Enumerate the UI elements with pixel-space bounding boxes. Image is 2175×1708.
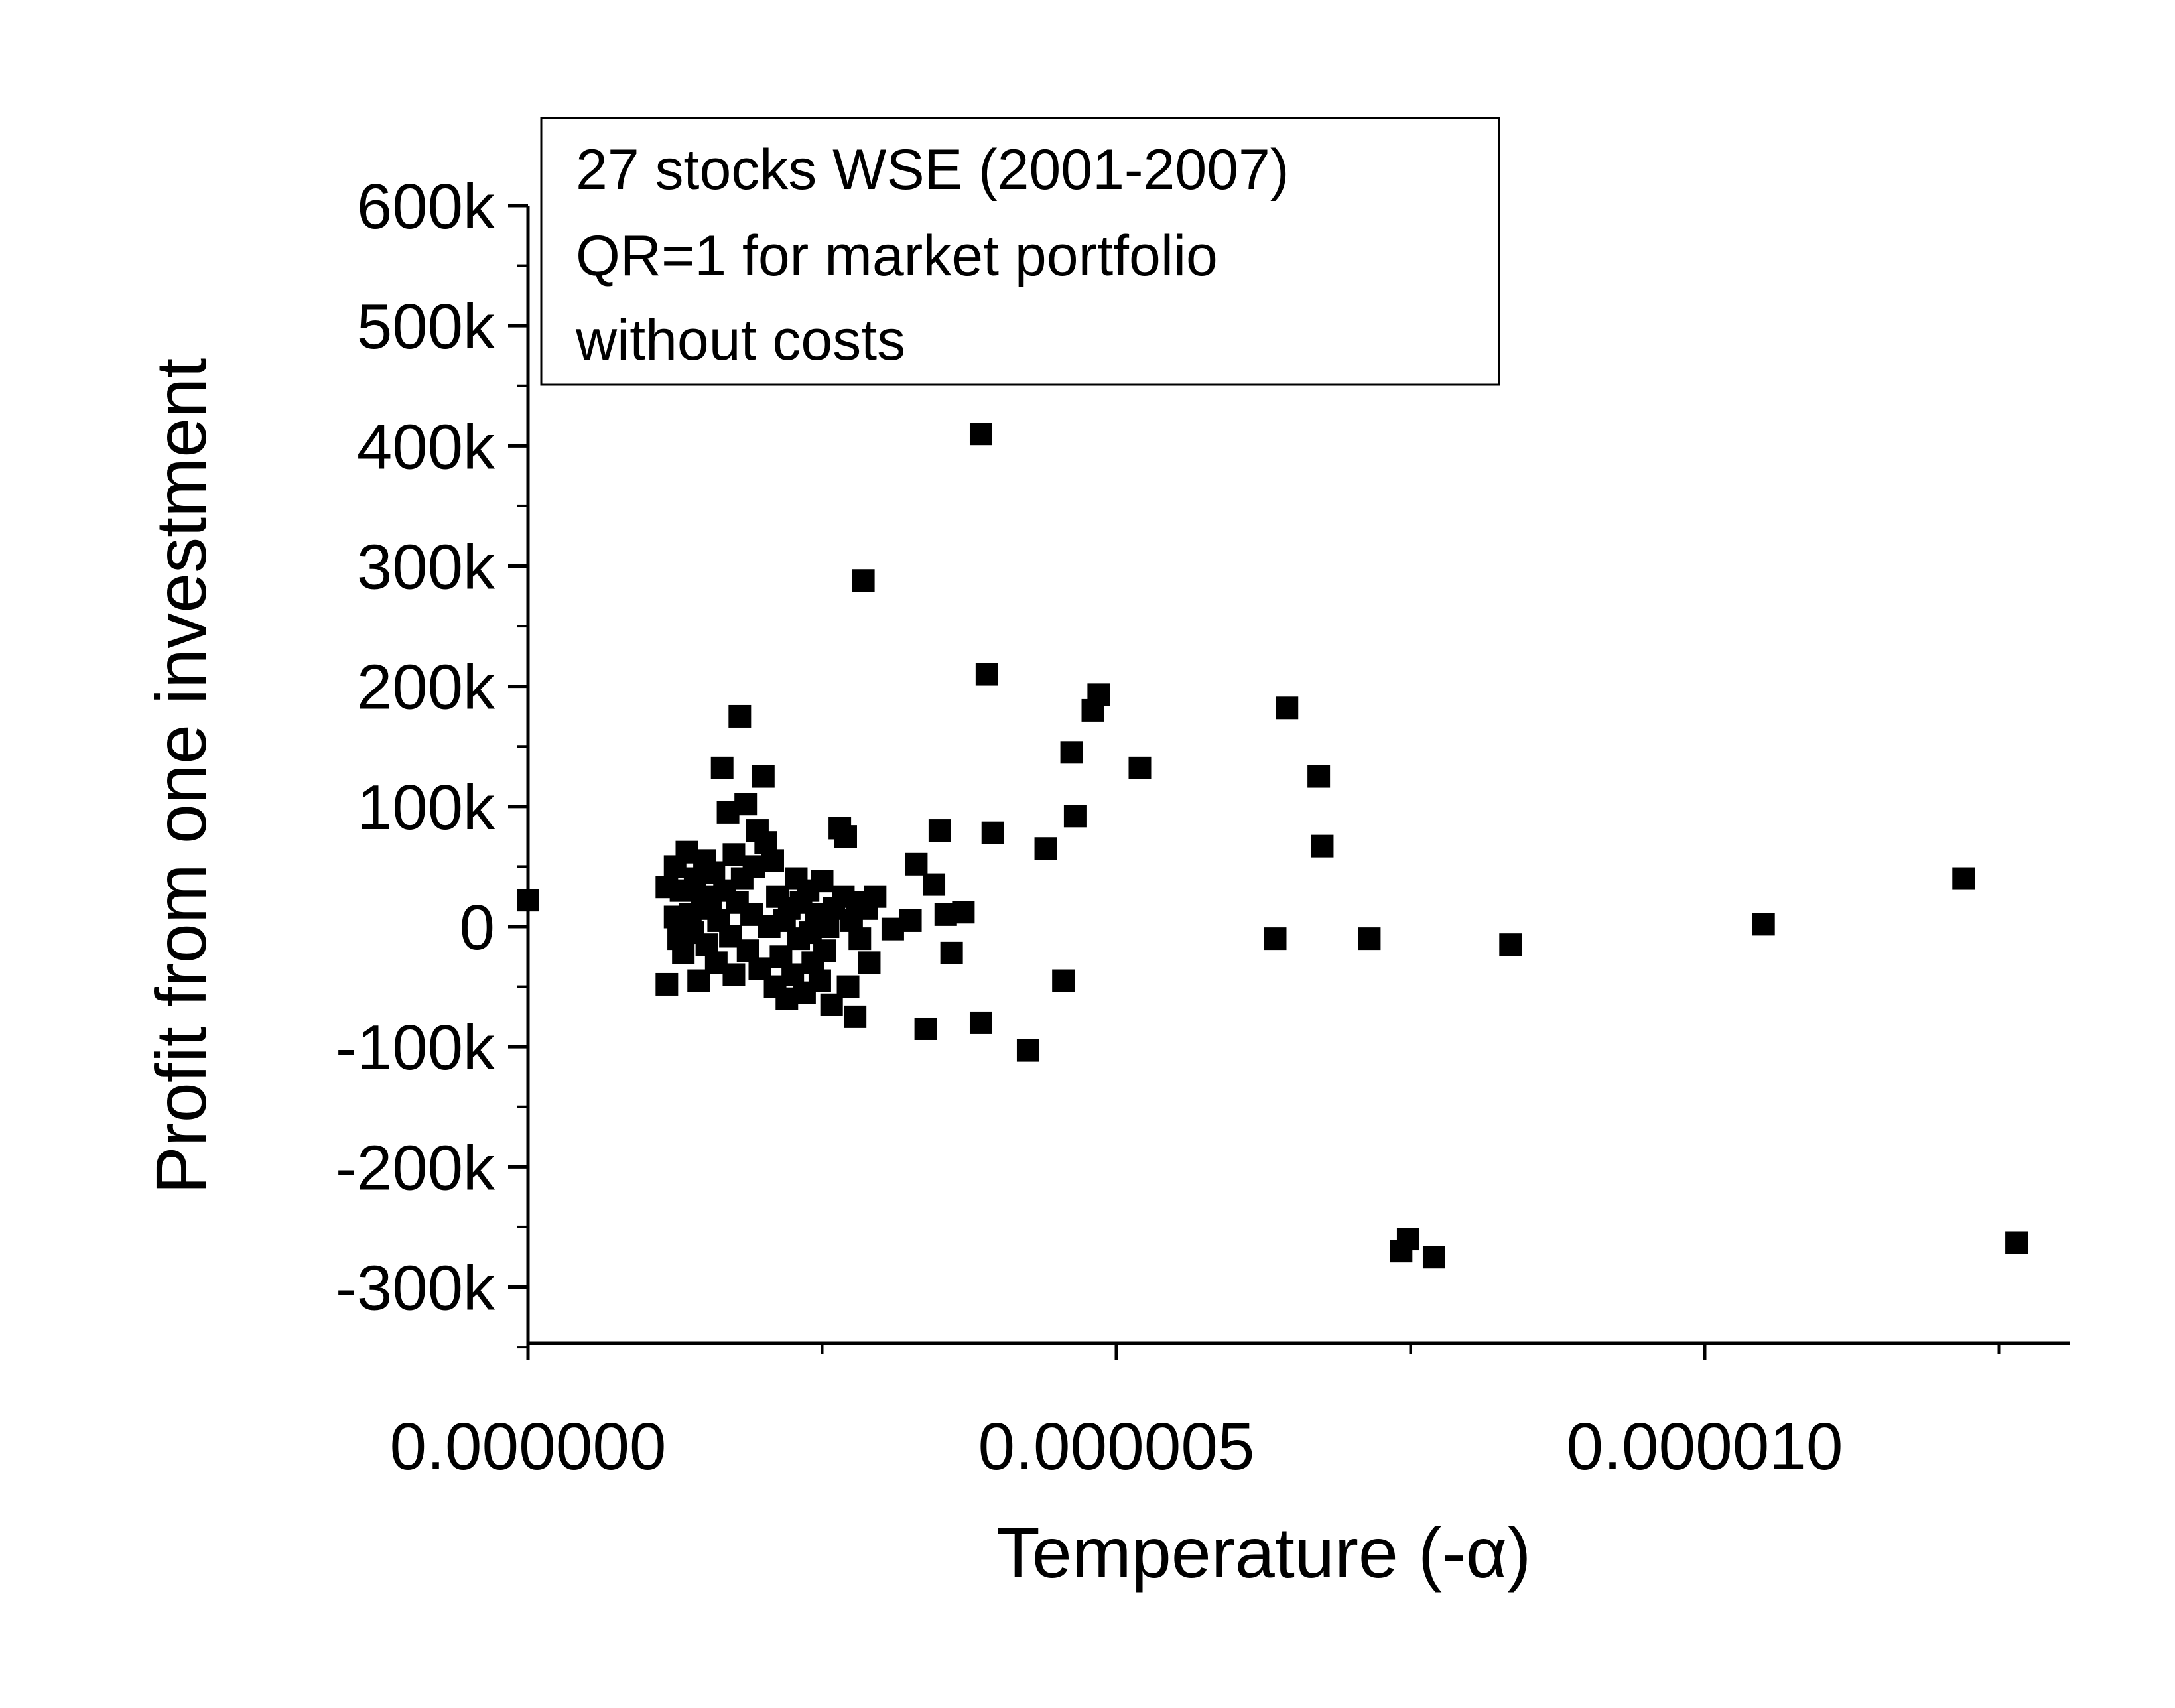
y-axis-title: Profit from one investment: [141, 358, 221, 1195]
data-point: [1063, 805, 1087, 828]
legend-line-2: QR=1 for market portfolio: [576, 224, 1218, 288]
data-point: [1276, 696, 1299, 720]
data-point: [1128, 756, 1152, 779]
y-tick-label: -200k: [336, 1132, 495, 1203]
data-point: [844, 1005, 867, 1028]
y-tick-label: 600k: [357, 171, 495, 242]
data-point: [864, 885, 887, 908]
legend-line-3: without costs: [575, 308, 905, 372]
x-axis-title: Temperature (-α): [996, 1512, 1532, 1593]
data-point: [940, 941, 963, 964]
data-point: [858, 951, 881, 974]
data-point: [1307, 765, 1331, 788]
data-point: [761, 849, 784, 872]
y-tick-label: 100k: [357, 772, 495, 843]
data-point: [852, 569, 875, 592]
data-point: [905, 852, 928, 876]
points-layer: [517, 423, 2028, 1269]
data-point: [899, 909, 922, 932]
data-point: [969, 423, 992, 446]
data-point: [1311, 834, 1334, 858]
data-point: [1396, 1228, 1419, 1251]
data-point: [672, 941, 695, 964]
data-point: [1264, 927, 1287, 951]
data-point: [1422, 1246, 1445, 1269]
data-point: [734, 793, 758, 816]
data-point: [517, 889, 539, 912]
y-tick-label: 500k: [357, 291, 495, 362]
y-tick-label: 300k: [357, 532, 495, 603]
data-point: [722, 843, 746, 866]
y-tick-label: 200k: [357, 652, 495, 723]
data-point: [811, 870, 834, 893]
data-point: [928, 819, 951, 842]
x-tick-label: 0.000005: [978, 1410, 1254, 1484]
y-tick-label: 0: [460, 892, 495, 963]
data-point: [710, 756, 734, 779]
y-tick-label: -300k: [336, 1253, 495, 1324]
data-point: [752, 765, 775, 788]
data-point: [1060, 741, 1083, 764]
data-point: [1499, 933, 1522, 956]
legend: 27 stocks WSE (2001-2007) QR=1 for marke…: [540, 117, 1500, 386]
data-point: [914, 1017, 937, 1040]
data-point: [836, 975, 860, 998]
y-tick-label: 400k: [357, 411, 495, 482]
data-point: [1016, 1039, 1039, 1062]
y-tick-label: -100k: [336, 1012, 495, 1083]
data-point: [981, 821, 1004, 844]
x-tick-label: 0.000010: [1566, 1410, 1843, 1484]
data-point: [923, 873, 946, 896]
data-point: [834, 825, 857, 848]
data-point: [742, 855, 765, 878]
data-point: [2005, 1231, 2028, 1254]
axes-layer: 600k 500k 400k 300k 200k 100k 0 -100k -200k -300k…: [336, 171, 2070, 1484]
data-point: [728, 704, 752, 728]
data-point: [975, 663, 998, 686]
data-point: [655, 972, 679, 996]
data-point: [952, 901, 975, 924]
data-point: [1358, 927, 1381, 951]
x-tick-label: 0.000000: [389, 1410, 666, 1484]
data-point: [813, 939, 836, 962]
legend-frame: [540, 117, 1500, 386]
data-point: [1952, 867, 1975, 890]
data-point: [1752, 913, 1775, 936]
data-point: [722, 963, 746, 986]
data-point: [1052, 969, 1075, 992]
data-point: [848, 927, 872, 951]
data-point: [808, 969, 831, 992]
data-point: [1034, 837, 1057, 860]
data-point: [969, 1011, 992, 1034]
legend-line-1: 27 stocks WSE (2001-2007): [576, 138, 1289, 202]
data-point: [1087, 683, 1110, 706]
